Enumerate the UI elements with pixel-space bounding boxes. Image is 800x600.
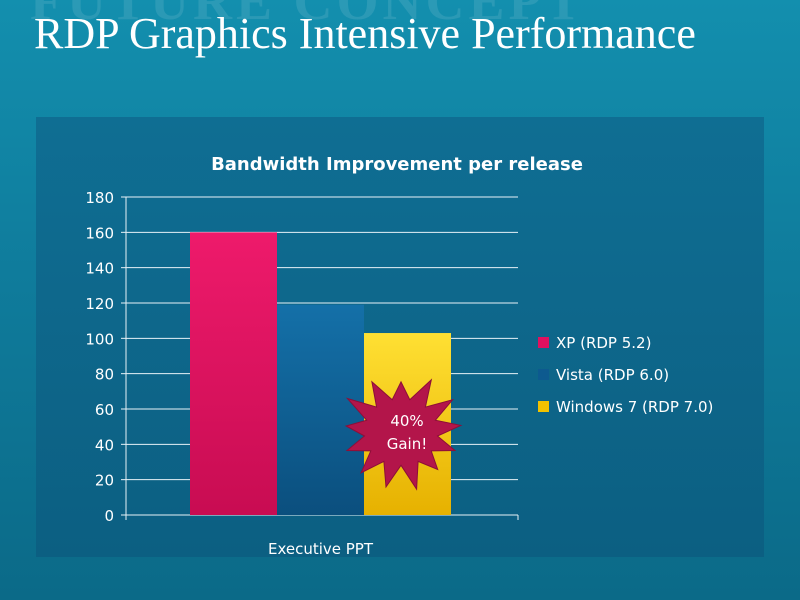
y-tick-label: 140 <box>85 260 114 278</box>
y-tick-label: 40 <box>95 436 114 454</box>
bar-1 <box>190 232 277 515</box>
x-category-label: Executive PPT <box>268 540 374 557</box>
legend-swatch-2 <box>538 369 549 380</box>
chart-panel: Bandwidth Improvement per release 0 20 40 6… <box>36 117 764 557</box>
legend-label-2: Vista (RDP 6.0) <box>556 366 669 384</box>
gain-annotation: 40% Gain! <box>344 378 463 491</box>
y-tick-label: 100 <box>85 330 114 348</box>
annotation-text-line-2: Gain! <box>387 435 428 453</box>
chart-title: Bandwidth Improvement per release <box>211 154 583 175</box>
y-tick-label: 120 <box>85 295 114 313</box>
y-tick-label: 0 <box>104 507 114 525</box>
y-tick-label: 20 <box>95 472 114 490</box>
legend-swatch-1 <box>538 337 549 348</box>
watermark-text: FUTURE CONCEPT <box>30 0 586 31</box>
legend-label-1: XP (RDP 5.2) <box>556 334 651 352</box>
bar-2 <box>277 304 364 515</box>
slide-title: RDP Graphics Intensive Performance <box>34 9 696 58</box>
y-tick-label: 160 <box>85 224 114 242</box>
legend-swatch-3 <box>538 401 549 412</box>
bar-chart: Bandwidth Improvement per release 0 20 40 6… <box>85 154 713 557</box>
starburst-shape <box>344 378 463 491</box>
y-tick-label: 80 <box>95 366 114 384</box>
legend: XP (RDP 5.2) Vista (RDP 6.0) Windows 7 (RD… <box>538 334 713 416</box>
y-tick-label: 180 <box>85 189 114 207</box>
axes: 0 20 40 60 80 100 120 140 160 180 Executive PPT <box>85 189 519 557</box>
y-tick-label: 60 <box>95 401 114 419</box>
legend-label-3: Windows 7 (RDP 7.0) <box>556 398 713 416</box>
annotation-text-line-1: 40% <box>390 412 423 430</box>
